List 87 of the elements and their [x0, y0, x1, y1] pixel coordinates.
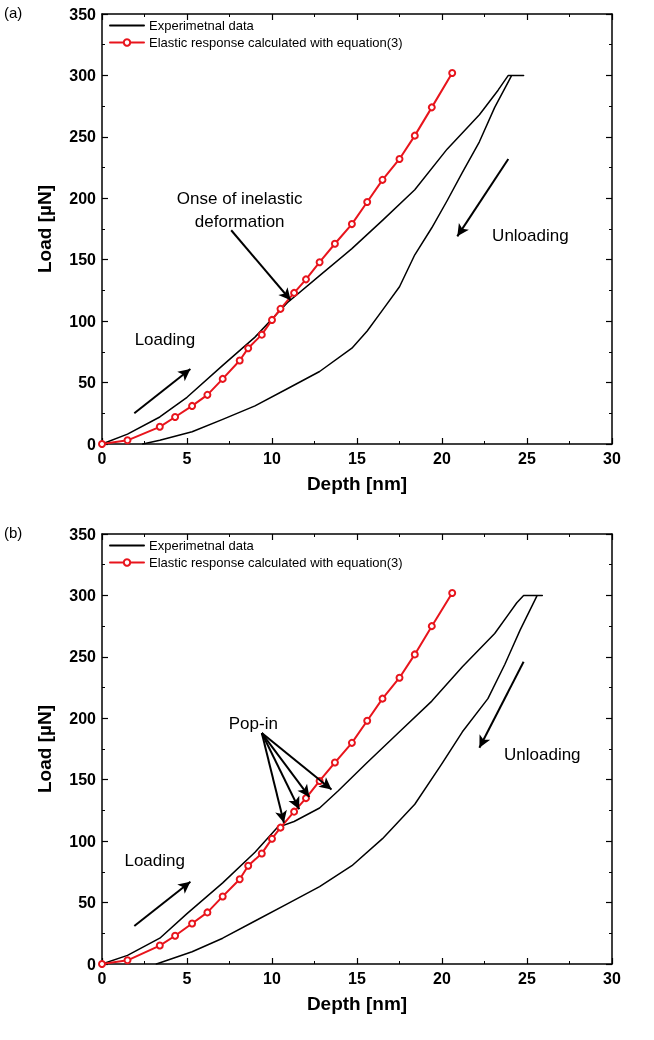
- legend-label: Elastic response calculated with equation(3): [149, 35, 403, 50]
- y-tick-label: 0: [87, 955, 97, 973]
- y-tick-label: 350: [69, 5, 97, 23]
- y-tick-label: 250: [69, 128, 97, 146]
- point: [218, 374, 227, 383]
- point: [268, 315, 276, 324]
- y-tick-label: 300: [69, 586, 97, 604]
- point: [378, 694, 387, 703]
- annotation: Unloading: [504, 743, 581, 766]
- y-tick-label: 100: [69, 312, 97, 330]
- point: [363, 716, 372, 725]
- y-tick-label: 350: [69, 525, 97, 543]
- chart-title: (a): [4, 4, 23, 21]
- x-tick-label: 30: [603, 969, 621, 987]
- point: [347, 738, 356, 747]
- x-tick-label: 25: [518, 449, 536, 467]
- point: [410, 650, 419, 659]
- point: [363, 197, 372, 206]
- point: [448, 68, 457, 77]
- point: [203, 390, 212, 399]
- point: [244, 344, 253, 353]
- legend-label: Elastic response calculated with equation(3): [149, 555, 403, 570]
- point: [330, 239, 339, 248]
- point: [378, 175, 387, 184]
- point: [257, 849, 266, 858]
- x-tick-label: 15: [348, 969, 366, 987]
- y-axis-title: Load [µN]: [34, 705, 55, 793]
- point: [171, 931, 180, 940]
- point: [347, 220, 356, 229]
- annotation: Unloading: [492, 224, 569, 247]
- y-tick-label: 250: [69, 648, 97, 666]
- x-tick-label: 20: [433, 969, 451, 987]
- point: [330, 758, 339, 767]
- point: [155, 941, 164, 950]
- point: [155, 422, 164, 431]
- legend-label: Experimetnal data: [149, 538, 255, 553]
- point: [302, 794, 310, 803]
- point: [290, 288, 299, 297]
- annotation: Onse of inelastic deformation: [175, 187, 304, 233]
- y-tick-label: 150: [69, 251, 97, 269]
- point: [257, 330, 266, 339]
- y-tick-label: 200: [69, 709, 97, 727]
- x-axis-title: Depth [nm]: [306, 993, 408, 1014]
- annotation: Pop-in: [228, 712, 278, 735]
- point: [171, 412, 180, 421]
- point: [427, 103, 436, 112]
- point: [244, 861, 253, 870]
- point: [188, 919, 197, 928]
- point: [427, 622, 436, 631]
- point: [448, 588, 457, 597]
- point: [302, 275, 310, 284]
- point: [276, 823, 285, 832]
- point: [123, 436, 132, 445]
- x-tick-label: 15: [348, 449, 366, 467]
- point: [188, 401, 197, 410]
- x-tick-label: 5: [182, 969, 192, 987]
- x-tick-label: 5: [182, 449, 192, 467]
- y-axis-title: Load [µN]: [34, 185, 55, 273]
- x-tick-label: 10: [263, 969, 281, 987]
- x-tick-label: 30: [603, 449, 621, 467]
- x-axis-title: Depth [nm]: [306, 473, 408, 494]
- y-tick-label: 50: [78, 374, 97, 392]
- point: [203, 908, 212, 917]
- point: [395, 673, 404, 682]
- chart-title: (b): [4, 524, 23, 541]
- x-tick-label: 25: [518, 969, 536, 987]
- point: [235, 875, 244, 884]
- x-tick-label: 20: [433, 449, 451, 467]
- point: [123, 956, 132, 965]
- y-tick-label: 50: [78, 894, 97, 912]
- annotation: Loading: [124, 849, 185, 872]
- point: [276, 304, 285, 313]
- point: [218, 892, 227, 901]
- point: [290, 807, 299, 816]
- legend-label: Experimetnal data: [149, 18, 255, 33]
- point: [315, 258, 324, 267]
- point: [268, 834, 276, 843]
- point: [395, 154, 404, 163]
- y-tick-label: 100: [69, 832, 97, 850]
- annotation: Loading: [134, 328, 196, 351]
- y-tick-label: 150: [69, 771, 97, 789]
- y-tick-label: 200: [69, 189, 97, 207]
- x-tick-label: 10: [263, 449, 281, 467]
- y-tick-label: 0: [87, 435, 97, 453]
- point: [235, 356, 244, 365]
- point: [410, 131, 419, 140]
- y-tick-label: 300: [69, 66, 97, 84]
